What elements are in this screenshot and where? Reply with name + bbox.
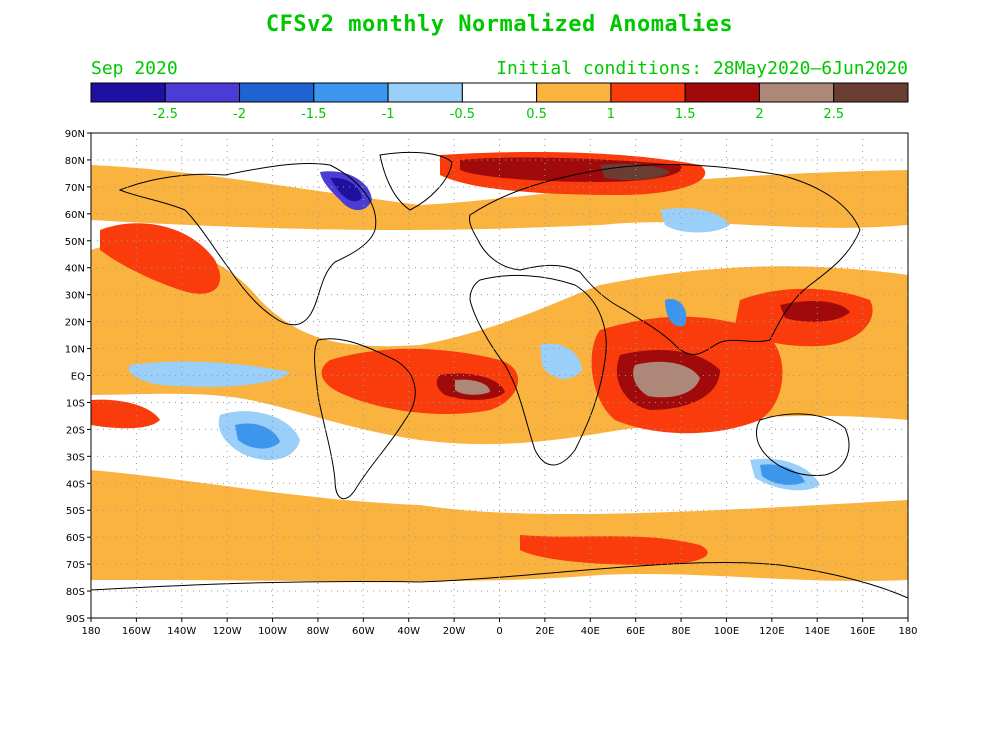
lon-label: 120W (213, 626, 242, 637)
lat-label: 10N (65, 345, 85, 356)
lat-label: 90S (66, 614, 85, 625)
colorbar-tick-label: -2.5 (153, 107, 178, 122)
lat-label: 30N (65, 291, 85, 302)
coastlines (91, 151, 908, 599)
colorbar-tick-label: 0.5 (526, 107, 547, 122)
lon-label: 140E (805, 626, 830, 637)
lat-label: 20S (66, 425, 85, 436)
colorbar-tick-label: 1.5 (675, 107, 696, 122)
colorbar-tick-label: -1 (382, 107, 395, 122)
lat-label: 60S (66, 533, 85, 544)
colorbar-swatch (90, 82, 166, 103)
colorbar-tick-label: -2 (233, 107, 246, 122)
valid-month-label: Sep 2020 (91, 58, 178, 79)
lon-label: 100W (258, 626, 287, 637)
lon-label: 160W (122, 626, 151, 637)
colorbar (90, 82, 909, 103)
lon-label: 0 (496, 626, 502, 637)
lon-label: 80W (307, 626, 330, 637)
lat-label: 10S (66, 398, 85, 409)
lat-label: 40N (65, 264, 85, 275)
lon-label: 160E (850, 626, 875, 637)
lat-label: 70S (66, 560, 85, 571)
colorbar-labels: -2.5 -2 -1.5 -1 -0.5 0.5 1 1.5 2 2.5 (153, 107, 844, 122)
lat-label: 50S (66, 506, 85, 517)
lat-label: 20N (65, 318, 85, 329)
lat-label: EQ (71, 372, 85, 383)
lon-label: 60W (352, 626, 375, 637)
lat-label: 80S (66, 587, 85, 598)
graticule (91, 133, 908, 618)
colorbar-swatch (758, 82, 835, 103)
lat-label: 80N (65, 156, 85, 167)
lon-label: 180 (898, 626, 917, 637)
lat-label: 90N (65, 129, 85, 140)
lon-label: 40E (581, 626, 600, 637)
colorbar-tick-label: 1 (607, 107, 615, 122)
lon-label: 100E (714, 626, 739, 637)
colorbar-swatch (684, 82, 760, 103)
colorbar-tick-label: -1.5 (301, 107, 326, 122)
colorbar-swatch (610, 82, 686, 103)
lon-label: 20W (443, 626, 466, 637)
lat-label: 30S (66, 452, 85, 463)
lon-label: 40W (397, 626, 420, 637)
lon-label: 60E (626, 626, 645, 637)
colorbar-tick-label: 2.5 (823, 107, 844, 122)
lon-label: 80E (672, 626, 691, 637)
lat-label: 40S (66, 479, 85, 490)
chart-title: CFSv2 monthly Normalized Anomalies (265, 12, 734, 37)
colorbar-swatch (313, 82, 389, 103)
colorbar-swatch (164, 82, 241, 103)
longitude-axis: 180 160W 140W 120W 100W 80W 60W 40W 20W 0 20E 40E 60… (81, 618, 918, 637)
colorbar-swatch (536, 82, 612, 103)
lon-label: 20E (535, 626, 554, 637)
lon-label: 180 (81, 626, 100, 637)
lon-label: 140W (167, 626, 196, 637)
colorbar-tick-label: 2 (755, 107, 763, 122)
colorbar-swatch (461, 82, 538, 103)
colorbar-swatch (387, 82, 463, 103)
lat-label: 60N (65, 210, 85, 221)
lat-label: 50N (65, 237, 85, 248)
initial-conditions-label: Initial conditions: 28May2020–6Jun2020 (496, 58, 908, 79)
colorbar-swatch (833, 82, 909, 103)
colorbar-tick-label: -0.5 (450, 107, 475, 122)
latitude-axis: 90N 80N 70N 60N 50N 40N 30N 20N 10N EQ 10S 20S 30S 40… (65, 129, 91, 625)
colorbar-swatch (239, 82, 315, 103)
lat-label: 70N (65, 183, 85, 194)
lon-label: 120E (759, 626, 784, 637)
